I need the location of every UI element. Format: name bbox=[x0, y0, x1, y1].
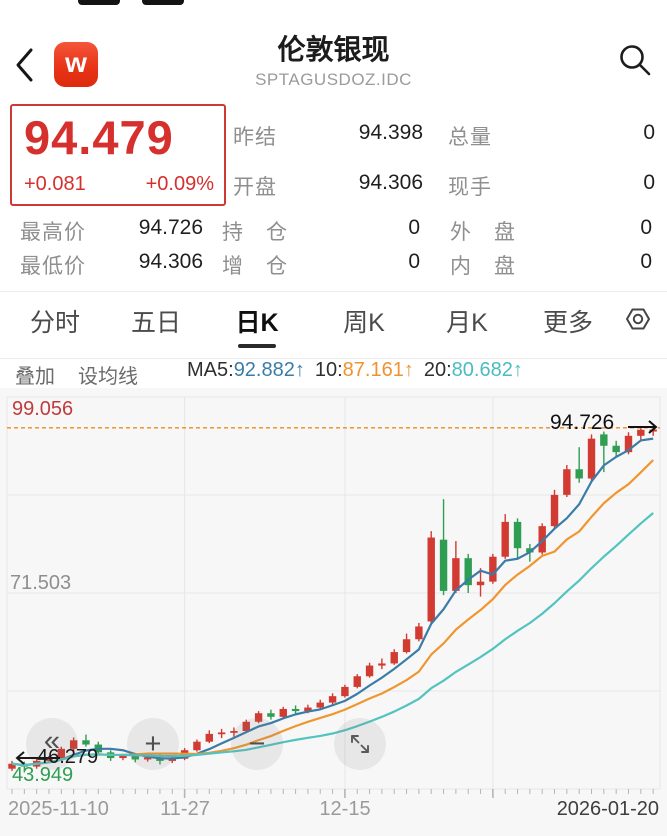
stat-label: 总量 bbox=[448, 126, 492, 149]
stat-value: 94.398 bbox=[358, 121, 423, 144]
y-axis-min-label: 43.949 bbox=[12, 764, 74, 786]
ma10-label: 10: bbox=[314, 359, 343, 381]
zoom-out-button[interactable]: − bbox=[231, 718, 283, 770]
ma10-up-arrow-icon: ↑ bbox=[403, 359, 414, 381]
price-change-pct: +0.09% bbox=[145, 173, 214, 195]
instrument-code: SPTAGUSDOZ.IDC bbox=[255, 70, 412, 89]
search-icon[interactable] bbox=[616, 42, 654, 80]
ma20-up-arrow-icon: ↑ bbox=[512, 359, 523, 381]
high-price-marker: 94.726 bbox=[550, 411, 615, 434]
back-icon[interactable] bbox=[12, 44, 38, 86]
tab-daily-k[interactable]: 日K bbox=[235, 309, 279, 337]
divider bbox=[0, 358, 667, 359]
set-ma-button[interactable]: 设均线 bbox=[78, 366, 138, 388]
tab-more[interactable]: 更多 bbox=[542, 309, 594, 337]
zoom-out-icon: − bbox=[248, 727, 266, 760]
x-axis-label: 11-27 bbox=[160, 798, 210, 820]
stat-label: 开盘 bbox=[233, 176, 277, 199]
stat-value: 0 bbox=[640, 250, 652, 273]
stat-value: 94.306 bbox=[358, 171, 423, 194]
kline-plot bbox=[6, 396, 661, 798]
candlestick-chart[interactable]: 99.056 71.503 43.949 94.726 46.279 2025-… bbox=[0, 388, 667, 836]
expand-icon bbox=[351, 735, 369, 753]
page-title: 伦敦银现 bbox=[277, 34, 390, 65]
expand-button[interactable] bbox=[334, 718, 386, 770]
stat-label: 最低价 bbox=[20, 255, 86, 278]
low-price-marker: 46.279 bbox=[37, 746, 99, 768]
stat-value: 0 bbox=[643, 121, 655, 144]
stat-value: 0 bbox=[408, 216, 420, 239]
stat-label: 最高价 bbox=[20, 221, 86, 244]
stat-label: 现手 bbox=[448, 176, 492, 199]
ma-indicator-strip: MA5: 92.882 ↑ 10: 87.161 ↑ 20: 80.682 ↑ bbox=[187, 359, 523, 382]
stat-label: 持 仓 bbox=[222, 221, 288, 244]
chart-settings-icon[interactable] bbox=[624, 305, 652, 333]
stat-label: 昨结 bbox=[233, 126, 277, 149]
ma20-label: 20: bbox=[423, 359, 452, 381]
tab-monthly-k[interactable]: 月K bbox=[446, 309, 488, 337]
stat-label: 增 仓 bbox=[222, 255, 288, 278]
stat-value: 94.726 bbox=[138, 216, 203, 239]
divider bbox=[0, 291, 667, 292]
stat-value: 0 bbox=[640, 216, 652, 239]
stat-value: 0 bbox=[408, 250, 420, 273]
ma10-value: 87.161 bbox=[342, 359, 404, 381]
tab-5day[interactable]: 五日 bbox=[130, 309, 182, 337]
wind-app-icon[interactable]: w bbox=[54, 42, 98, 87]
x-axis-label: 2026-01-20 bbox=[556, 798, 659, 820]
rewind-button[interactable]: « bbox=[26, 718, 78, 770]
y-axis-mid-label: 71.503 bbox=[10, 572, 72, 594]
tab-minute[interactable]: 分时 bbox=[29, 309, 81, 337]
status-bar-artifact bbox=[142, 0, 184, 5]
x-axis-label: 12-15 bbox=[319, 798, 371, 820]
ma5-value: 92.882 bbox=[233, 359, 295, 381]
overlay-button[interactable]: 叠加 bbox=[15, 366, 55, 388]
stat-label: 内 盘 bbox=[450, 255, 516, 278]
tab-weekly-k[interactable]: 周K bbox=[343, 309, 385, 337]
active-tab-underline bbox=[238, 344, 276, 348]
zoom-in-icon: + bbox=[144, 727, 162, 760]
ma5-label: MA5: bbox=[187, 359, 234, 381]
ma20-value: 80.682 bbox=[451, 359, 513, 381]
y-axis-max-label: 99.056 bbox=[12, 398, 74, 420]
zoom-in-button[interactable]: + bbox=[127, 718, 179, 770]
last-price: 94.479 bbox=[24, 111, 174, 164]
stat-value: 0 bbox=[643, 171, 655, 194]
ma5-up-arrow-icon: ↑ bbox=[294, 359, 305, 381]
rewind-icon: « bbox=[43, 724, 61, 757]
stat-label: 外 盘 bbox=[450, 221, 516, 244]
app-icon-letter: w bbox=[65, 46, 87, 78]
stat-value: 94.306 bbox=[138, 250, 203, 273]
price-box: 94.479 +0.081 +0.09% bbox=[10, 104, 226, 206]
left-arrow-icon bbox=[15, 751, 60, 765]
price-change: +0.081 bbox=[24, 173, 86, 195]
status-bar-artifact bbox=[78, 0, 120, 5]
x-axis-label: 2025-11-10 bbox=[8, 798, 109, 820]
right-arrow-icon bbox=[628, 420, 658, 434]
